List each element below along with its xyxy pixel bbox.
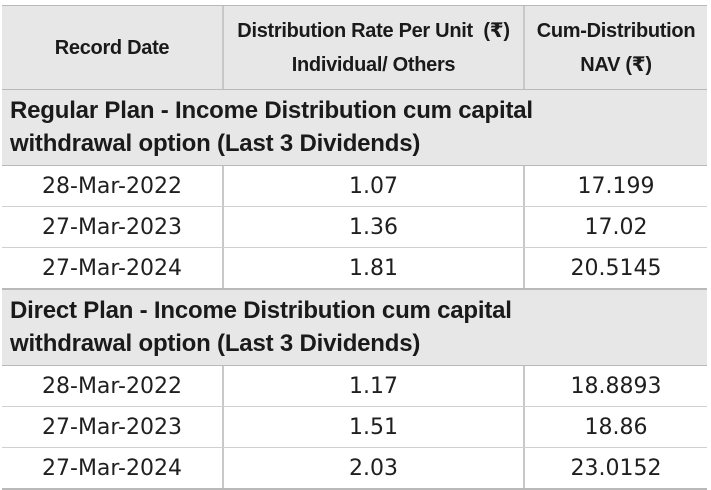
table-row: 27-Mar-2024 1.81 20.5145 — [2, 248, 707, 290]
record-date-cell: 27-Mar-2024 — [42, 455, 182, 481]
record-date-cell: 28-Mar-2022 — [42, 373, 182, 399]
record-date-cell: 27-Mar-2024 — [42, 255, 182, 281]
nav-cell: 18.8893 — [523, 366, 707, 406]
section-title-direct-plan: Direct Plan - Income Distribution cum ca… — [2, 290, 707, 366]
nav-cell: 17.199 — [523, 166, 707, 206]
header-cum-distribution-line2: NAV (₹) — [580, 53, 652, 76]
distribution-rate-cell: 2.03 — [222, 448, 523, 488]
header-cum-distribution-nav: Cum-Distribution NAV (₹) — [523, 6, 707, 89]
header-distribution-rate-line1: Distribution Rate Per Unit (₹) — [237, 19, 510, 42]
table-row: 28-Mar-2022 1.17 18.8893 — [2, 366, 707, 407]
table-row: 27-Mar-2023 1.36 17.02 — [2, 207, 707, 248]
distribution-rate-cell: 1.81 — [222, 248, 523, 288]
distribution-rate-cell: 1.17 — [222, 366, 523, 406]
record-date-cell: 28-Mar-2022 — [42, 173, 182, 199]
section-title-line2: withdrawal option (Last 3 Dividends) — [10, 130, 421, 157]
nav-cell: 18.86 — [523, 407, 707, 447]
header-distribution-rate-line2: Individual/ Others — [291, 53, 456, 76]
distribution-table: Record Date Distribution Rate Per Unit (… — [2, 5, 707, 490]
header-distribution-rate: Distribution Rate Per Unit (₹) Individua… — [222, 6, 523, 89]
distribution-rate-cell: 1.36 — [222, 207, 523, 247]
nav-cell: 17.02 — [523, 207, 707, 247]
distribution-rate-cell: 1.51 — [222, 407, 523, 447]
section-title-line2: withdrawal option (Last 3 Dividends) — [10, 330, 421, 357]
distribution-rate-cell: 1.07 — [222, 166, 523, 206]
record-date-cell: 27-Mar-2023 — [42, 414, 182, 440]
header-record-date-label: Record Date — [54, 36, 170, 59]
nav-cell: 23.0152 — [523, 448, 707, 488]
section-title-line1: Regular Plan - Income Distribution cum c… — [10, 97, 533, 124]
table-row: 27-Mar-2024 2.03 23.0152 — [2, 448, 707, 490]
nav-cell: 20.5145 — [523, 248, 707, 288]
section-title-regular-plan: Regular Plan - Income Distribution cum c… — [2, 90, 707, 166]
section-title-line1: Direct Plan - Income Distribution cum ca… — [10, 297, 512, 324]
table-row: 27-Mar-2023 1.51 18.86 — [2, 407, 707, 448]
table-header-row: Record Date Distribution Rate Per Unit (… — [2, 6, 707, 90]
header-cum-distribution-line1: Cum-Distribution — [536, 19, 696, 42]
header-record-date: Record Date — [2, 6, 222, 89]
table-row: 28-Mar-2022 1.07 17.199 — [2, 166, 707, 207]
record-date-cell: 27-Mar-2023 — [42, 214, 182, 240]
